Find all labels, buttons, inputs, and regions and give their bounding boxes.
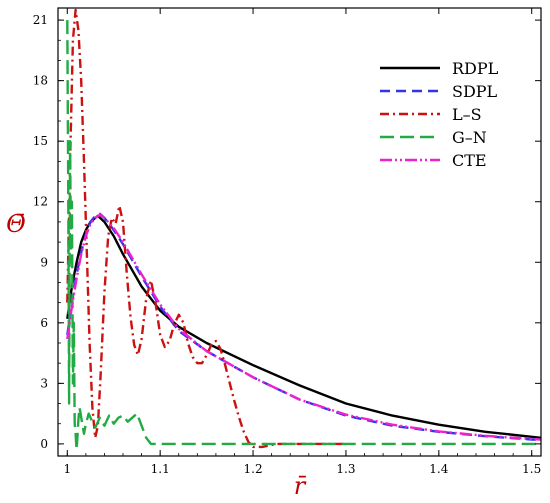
legend-label: CTE xyxy=(452,151,487,170)
legend-label: SDPL xyxy=(452,82,498,101)
y-tick-label: 0 xyxy=(40,437,48,451)
x-tick-label: 1.4 xyxy=(429,462,448,476)
y-tick-label: 6 xyxy=(40,316,48,330)
y-tick-label: 21 xyxy=(33,13,48,27)
x-tick-label: 1.3 xyxy=(336,462,355,476)
y-tick-label: 15 xyxy=(33,134,48,148)
plot-frame xyxy=(57,7,542,457)
legend-label: RDPL xyxy=(452,59,499,78)
x-tick-label: 1.1 xyxy=(151,462,170,476)
tick-layer: 1 1.1 1.2 1.3 1.4 1.5 0 3 6 9 12 15 18 21 xyxy=(33,8,541,476)
y-tick-label: 12 xyxy=(33,195,48,209)
series-layer xyxy=(66,8,541,452)
x-tick-label: 1.2 xyxy=(244,462,263,476)
legend-label: G–N xyxy=(452,128,487,147)
legend-label: L–S xyxy=(452,105,482,124)
series-line-cte xyxy=(66,213,541,441)
axes-box xyxy=(57,7,542,457)
series-line-g-n xyxy=(66,20,541,452)
y-tick-label: 9 xyxy=(40,255,48,269)
y-tick-label: 3 xyxy=(40,376,48,390)
x-axis-label: r̄ xyxy=(294,472,307,500)
y-axis-label: Θ̄ xyxy=(6,210,26,238)
y-tick-label: 18 xyxy=(33,74,48,88)
x-tick-label: 1.5 xyxy=(522,462,541,476)
series-line-l-s xyxy=(66,8,346,449)
x-tick-label: 1 xyxy=(63,462,71,476)
legend: RDPL SDPL L–S G–N CTE xyxy=(380,59,499,170)
